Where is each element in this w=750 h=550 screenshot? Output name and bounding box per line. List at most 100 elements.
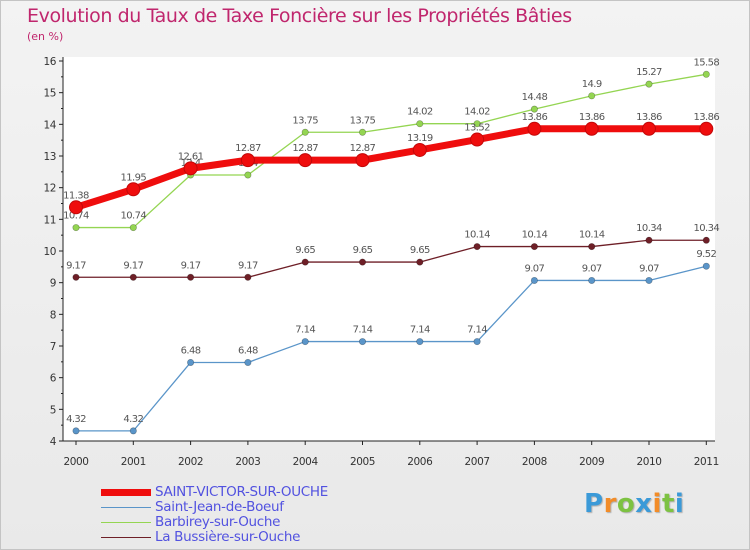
logo-letter: P	[584, 489, 604, 519]
data-point	[588, 92, 596, 100]
data-label: 14.48	[522, 92, 548, 103]
y-tick-label: 10	[43, 246, 56, 258]
data-point	[358, 338, 366, 346]
data-label: 9.17	[181, 260, 201, 271]
data-point	[473, 243, 481, 251]
data-point	[244, 273, 252, 281]
data-point	[72, 224, 80, 232]
data-point	[69, 200, 83, 215]
y-tick-label: 9	[50, 278, 56, 290]
data-point	[129, 427, 137, 435]
data-label: 13.52	[464, 123, 490, 134]
data-label: 9.07	[524, 263, 544, 274]
data-label: 9.65	[410, 245, 430, 256]
x-tick-label: 2003	[235, 456, 260, 468]
legend-label: La Bussière-sur-Ouche	[155, 529, 301, 545]
data-label: 12.61	[178, 151, 204, 162]
y-tick-label: 6	[50, 373, 57, 385]
data-label: 12.87	[350, 143, 376, 154]
legend-item-barbirey: Barbirey-sur-Ouche	[101, 514, 431, 530]
y-tick-label: 5	[50, 404, 56, 416]
data-point	[129, 224, 137, 232]
legend-item-saint-victor: SAINT-VICTOR-SUR-OUCHE	[101, 484, 431, 500]
series-line	[72, 125, 710, 211]
data-point	[588, 243, 596, 251]
x-tick-label: 2008	[522, 456, 547, 468]
logo-letter: i	[674, 489, 685, 519]
data-label: 13.86	[636, 112, 662, 123]
data-label: 15.27	[636, 67, 662, 78]
data-point	[702, 262, 710, 270]
data-point	[244, 358, 252, 366]
data-label: 7.14	[410, 325, 430, 336]
data-point	[642, 121, 656, 136]
legend: SAINT-VICTOR-SUR-OUCHE Saint-Jean-de-Boe…	[101, 484, 431, 545]
data-point	[702, 70, 710, 78]
data-label: 12.87	[235, 143, 261, 154]
data-label: 13.75	[292, 115, 318, 126]
data-label: 10.34	[693, 223, 719, 234]
chart-title: Evolution du Taux de Taxe Foncière sur l…	[27, 5, 572, 27]
x-tick-label: 2002	[178, 456, 203, 468]
data-label: 9.07	[639, 263, 659, 274]
data-label: 15.58	[693, 57, 719, 68]
data-point	[183, 161, 198, 176]
data-label: 9.07	[582, 263, 602, 274]
data-point	[588, 276, 596, 284]
data-point	[645, 236, 653, 244]
data-label: 10.14	[464, 230, 490, 241]
data-point	[473, 338, 481, 346]
data-label: 14.9	[582, 79, 602, 90]
data-label: 10.74	[120, 211, 146, 222]
data-label: 13.86	[579, 112, 605, 123]
y-tick-label: 4	[50, 436, 57, 448]
legend-swatch	[101, 522, 151, 523]
data-label: 14.02	[407, 107, 433, 118]
data-label: 13.86	[522, 112, 548, 123]
data-point	[358, 258, 366, 266]
logo-letter: x	[635, 489, 653, 519]
data-point	[187, 358, 195, 366]
x-tick-label: 2011	[694, 456, 719, 468]
series-line	[75, 73, 707, 229]
data-point	[129, 273, 137, 281]
data-label: 12.87	[292, 143, 318, 154]
data-point	[72, 427, 80, 435]
data-point	[584, 121, 599, 136]
data-point	[298, 153, 313, 168]
legend-swatch	[101, 489, 151, 496]
data-label: 9.65	[353, 245, 373, 256]
data-label: 10.34	[636, 223, 662, 234]
data-label: 6.48	[181, 345, 201, 356]
data-label: 9.52	[696, 249, 716, 260]
legend-item-saint-jean: Saint-Jean-de-Boeuf	[101, 499, 431, 515]
y-tick-label: 8	[50, 309, 56, 321]
x-tick-label: 2010	[636, 456, 661, 468]
data-point	[527, 121, 542, 136]
x-tick-label: 2009	[579, 456, 604, 468]
legend-label: SAINT-VICTOR-SUR-OUCHE	[155, 484, 328, 500]
x-tick-label: 2005	[350, 456, 375, 468]
data-point	[473, 120, 481, 128]
x-tick-label: 2001	[121, 456, 146, 468]
y-tick-label: 16	[43, 56, 56, 68]
data-point	[416, 338, 424, 346]
data-label: 7.14	[295, 325, 315, 336]
data-label: 10.14	[522, 230, 548, 241]
data-point	[72, 273, 80, 281]
logo-letter: o	[616, 489, 636, 519]
y-tick-label: 11	[43, 214, 56, 226]
data-label: 13.75	[350, 115, 376, 126]
y-tick-label: 14	[43, 119, 56, 131]
data-point	[187, 273, 195, 281]
data-label: 7.14	[353, 325, 373, 336]
data-label: 10.14	[579, 230, 605, 241]
legend-swatch	[101, 537, 151, 538]
data-point	[355, 153, 370, 168]
y-tick-label: 15	[43, 88, 56, 100]
legend-label: Saint-Jean-de-Boeuf	[155, 499, 284, 515]
data-point	[412, 142, 427, 157]
legend-item-la-bussiere: La Bussière-sur-Ouche	[101, 529, 431, 545]
data-label: 14.02	[464, 107, 490, 118]
